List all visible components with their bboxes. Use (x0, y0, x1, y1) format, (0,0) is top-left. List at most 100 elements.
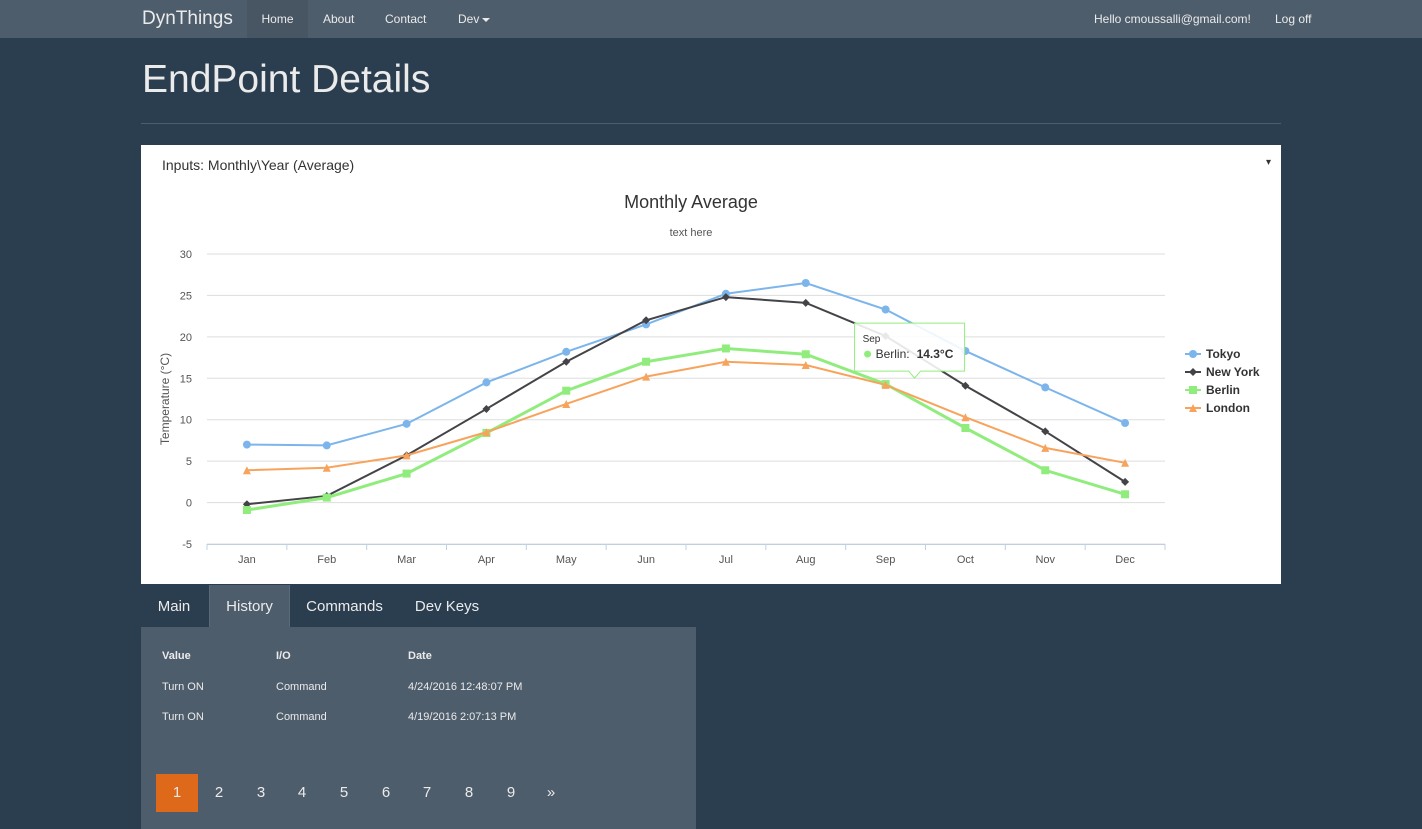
page-8[interactable]: 8 (464, 784, 474, 801)
tooltip-series-dot (864, 350, 872, 358)
table-cell-io: Command (276, 711, 327, 723)
x-tick-label: Nov (1035, 554, 1055, 566)
page-2[interactable]: 2 (214, 784, 224, 801)
table-cell-value: Turn ON (162, 711, 204, 723)
nav-home[interactable]: Home (247, 0, 308, 38)
y-tick-label: 25 (180, 290, 192, 302)
data-point-tokyo (402, 419, 411, 428)
table-cell-value: Turn ON (162, 681, 204, 693)
data-point-berlin (242, 506, 251, 515)
page-1[interactable]: 1 (156, 774, 198, 812)
data-point-berlin (642, 357, 651, 366)
legend-marker-new-york (1189, 368, 1197, 376)
tooltip-value: 14.3°C (917, 347, 954, 361)
data-point-new-york (721, 293, 730, 302)
data-point-berlin (1041, 466, 1050, 475)
x-tick-label: Apr (478, 554, 495, 566)
data-point-berlin (402, 469, 411, 478)
navbar: DynThings Home About Contact Dev Hello c… (0, 0, 1422, 38)
data-point-new-york (642, 316, 651, 325)
data-point-tokyo (801, 279, 810, 287)
series-line-berlin (246, 346, 1126, 512)
y-tick-label: 15 (180, 373, 192, 385)
panel-heading: Inputs: Monthly\Year (Average) (162, 157, 355, 173)
legend-label-london: London (1206, 401, 1250, 415)
page-4[interactable]: 4 (297, 784, 307, 801)
x-tick-label: Aug (796, 554, 816, 566)
table-cell-date: 4/19/2016 2:07:13 PM (408, 711, 517, 723)
tab-history[interactable]: History (209, 585, 290, 628)
page-3[interactable]: 3 (256, 784, 266, 801)
y-tick-label: 10 (180, 415, 192, 427)
page-title: EndPoint Details (142, 58, 431, 101)
x-tick-label: Mar (397, 554, 416, 566)
page-5[interactable]: 5 (339, 784, 349, 801)
data-point-london (1041, 443, 1050, 452)
page-next[interactable]: » (546, 784, 556, 801)
x-tick-label: Jul (719, 554, 733, 566)
page-7[interactable]: 7 (422, 784, 432, 801)
y-tick-label: 30 (180, 249, 192, 261)
data-point-london (322, 463, 331, 472)
data-point-london (402, 451, 411, 460)
tab-dev-keys[interactable]: Dev Keys (414, 598, 480, 615)
legend-label-new-york: New York (1206, 365, 1260, 379)
column-header-value: Value (162, 650, 191, 662)
chevron-down-icon (482, 17, 491, 22)
data-point-berlin (562, 386, 571, 395)
legend-marker-london (1189, 404, 1197, 412)
data-point-new-york (801, 298, 810, 307)
series-line-london (246, 360, 1126, 472)
column-header-date: Date (408, 650, 432, 662)
brand-link[interactable]: DynThings (142, 8, 233, 29)
data-point-london (482, 428, 491, 437)
data-point-tokyo (482, 378, 491, 387)
data-point-london (562, 399, 571, 408)
tooltip-series-label: Berlin: (876, 347, 910, 361)
data-point-london (721, 357, 730, 366)
y-tick-label: 20 (180, 332, 192, 344)
data-point-berlin (961, 424, 970, 432)
x-tick-label: Dec (1115, 554, 1135, 566)
tooltip-box (854, 322, 966, 379)
chart-panel: Inputs: Monthly\Year (Average) ▾ Monthly… (141, 145, 1281, 584)
nav-contact[interactable]: Contact (385, 12, 427, 26)
tab-commands[interactable]: Commands (306, 598, 383, 615)
data-point-berlin (801, 350, 810, 359)
tooltip-category: Sep (863, 334, 881, 345)
panel-toggle-icon[interactable]: ▾ (1265, 157, 1271, 168)
data-point-london (1121, 458, 1130, 467)
page-9[interactable]: 9 (506, 784, 516, 801)
x-tick-label: Oct (957, 554, 974, 566)
data-point-new-york (1041, 427, 1050, 436)
table-cell-date: 4/24/2016 12:48:07 PM (408, 681, 523, 693)
data-point-new-york (562, 357, 571, 366)
legend-marker-berlin (1189, 386, 1197, 394)
y-tick-label: 0 (186, 498, 192, 510)
line-chart: Monthly Average text here -5 0 5 10 15 20 25 30 Te… (158, 192, 1260, 566)
nav-dev-label: Dev (458, 12, 480, 26)
page-6[interactable]: 6 (381, 784, 391, 801)
tab-main[interactable]: Main (157, 598, 191, 615)
nav-dev-dropdown[interactable]: Dev (458, 0, 491, 38)
user-greeting[interactable]: Hello cmoussalli@gmail.com! (1094, 12, 1251, 26)
series-line-tokyo (246, 281, 1126, 447)
y-axis-label: Temperature (°C) (158, 353, 172, 445)
data-point-london (801, 361, 810, 370)
x-tick-label: Feb (317, 554, 336, 566)
data-point-london (242, 466, 251, 475)
x-tick-label: Jun (637, 554, 655, 566)
table-cell-io: Command (276, 681, 327, 693)
data-point-tokyo (562, 347, 571, 356)
data-point-berlin (322, 493, 331, 502)
series-line-new-york (246, 296, 1126, 506)
data-point-london (961, 413, 970, 422)
data-point-tokyo (242, 440, 251, 449)
x-tick-label: May (556, 554, 577, 566)
column-header-io: I/O (276, 650, 291, 662)
logoff-link[interactable]: Log off (1275, 12, 1312, 26)
data-point-tokyo (1041, 383, 1050, 392)
nav-about[interactable]: About (323, 12, 355, 26)
legend-marker-tokyo (1189, 350, 1197, 358)
y-tick-label: -5 (182, 539, 192, 551)
